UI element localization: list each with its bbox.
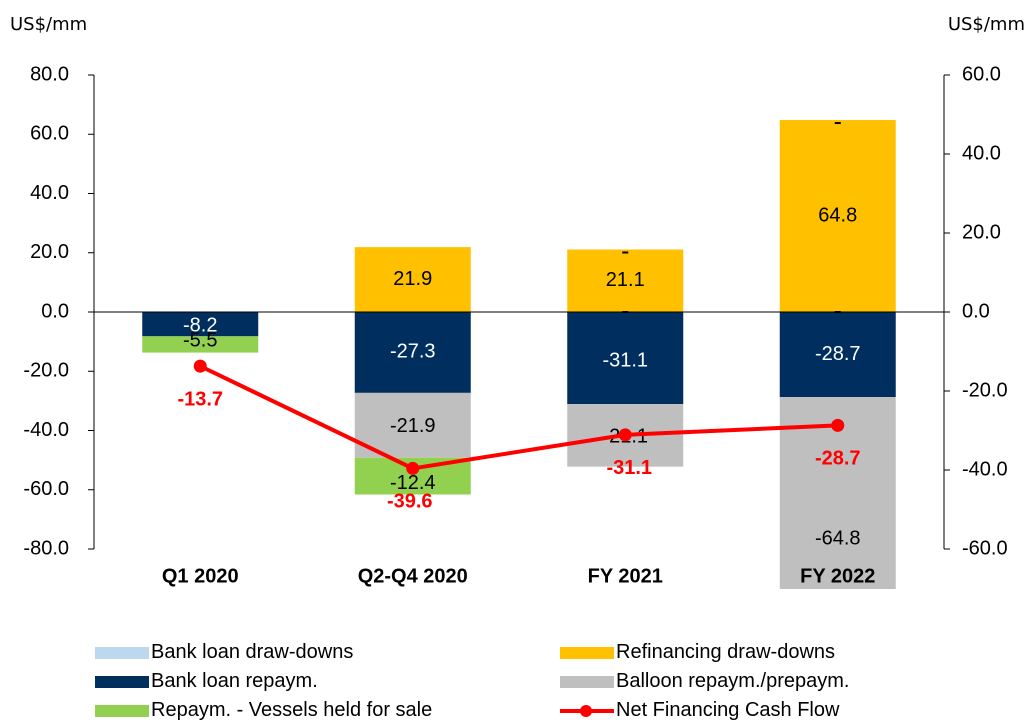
- net-flow-label-1: -39.6: [387, 491, 433, 513]
- legend-item-bank-draw: Bank loan draw-downs: [95, 641, 560, 664]
- category-label-3: FY 2022: [800, 565, 875, 587]
- bar-bank-loan-repaym--2: [567, 312, 684, 405]
- category-label-1: Q2-Q4 2020: [358, 565, 468, 587]
- right-tick-label-0: 60.0: [962, 63, 1001, 85]
- right-tick-label-6: -60.0: [962, 537, 1008, 559]
- legend-label-vessels: Repaym. - Vessels held for sale: [151, 699, 433, 721]
- right-tick-label-2: 20.0: [962, 221, 1001, 243]
- bar-value-label-bank-loan-repaym--0: -8.2: [183, 314, 217, 336]
- bar-bank-loan-repaym--3: [779, 312, 896, 398]
- legend-swatch-bank-draw: [95, 646, 149, 659]
- bar-value-label-repaym-vessels-held-for-sale-1: -12.4: [390, 472, 436, 494]
- bar-value-label-refinancing-draw-downs-2: 21.1: [606, 269, 645, 291]
- left-tick-label-2: 40.0: [30, 182, 69, 204]
- net-flow-point-2: [618, 428, 632, 442]
- bar-value-label-bank-loan-repaym--2: -31.1: [602, 349, 648, 371]
- chart-legend: Bank loan draw-downs Refinancing draw-do…: [95, 641, 955, 722]
- legend-line-marker: [580, 704, 592, 717]
- bar-bank-loan-repaym--1: [354, 312, 471, 393]
- legend-label-balloon: Balloon repaym./prepaym.: [616, 670, 850, 692]
- legend-item-balloon: Balloon repaym./prepaym.: [560, 670, 955, 693]
- bar-value-label-refinancing-draw-downs-3: 64.8: [818, 204, 857, 226]
- right-tick-label-5: -40.0: [962, 458, 1008, 480]
- left-tick-label-0: 80.0: [30, 63, 69, 85]
- net-flow-label-0: -13.7: [177, 388, 223, 410]
- left-axis-unit: US$/mm: [10, 14, 88, 35]
- bar-value-label-bank-loan-repaym--3: -28.7: [815, 343, 861, 365]
- bar-bank-loan-repaym--0: [142, 312, 259, 337]
- legend-swatch-refi-draw: [560, 646, 614, 659]
- legend-item-vessels: Repaym. - Vessels held for sale: [95, 699, 560, 722]
- left-tick-label-3: 20.0: [30, 241, 69, 263]
- bar-value-label-repaym-vessels-held-for-sale-0: -5.5: [183, 330, 217, 352]
- dash-marker-1: [834, 122, 841, 125]
- legend-item-refi-draw: Refinancing draw-downs: [560, 641, 955, 664]
- legend-swatch-vessels: [95, 704, 149, 717]
- right-axis-unit: US$/mm: [947, 14, 1025, 35]
- dash-marker-0: [622, 251, 629, 254]
- legend-item-net-flow: Net Financing Cash Flow: [560, 699, 955, 722]
- net-flow-line: [199, 364, 838, 471]
- legend-swatch-net-flow: [560, 704, 614, 717]
- legend-label-bank-repay: Bank loan repaym.: [151, 670, 318, 692]
- bar-value-label-balloon-repaym-prepaym--1: -21.9: [390, 415, 436, 437]
- category-label-2: FY 2021: [588, 565, 663, 587]
- net-flow-point-3: [831, 418, 845, 432]
- bar-refinancing-draw-downs-3: [779, 120, 896, 312]
- bar-value-label-refinancing-draw-downs-1: 21.9: [393, 268, 432, 290]
- net-flow-point-0: [193, 359, 207, 373]
- dash-marker-2: [622, 311, 629, 313]
- left-tick-label-5: -20.0: [23, 360, 69, 382]
- legend-label-net-flow: Net Financing Cash Flow: [616, 699, 840, 721]
- legend-label-refi-draw: Refinancing draw-downs: [616, 641, 836, 663]
- net-flow-label-2: -31.1: [606, 457, 652, 479]
- bar-balloon-repaym-prepaym--1: [354, 392, 471, 458]
- right-tick-label-3: 0.0: [962, 300, 990, 322]
- category-label-0: Q1 2020: [162, 565, 239, 587]
- right-tick-label-1: 40.0: [962, 142, 1001, 164]
- bar-value-label-bank-loan-repaym--1: -27.3: [390, 341, 436, 363]
- left-tick-label-8: -80.0: [23, 537, 69, 559]
- left-tick-label-1: 60.0: [30, 123, 69, 145]
- net-flow-point-1: [406, 461, 420, 475]
- legend-label-bank-draw: Bank loan draw-downs: [151, 641, 354, 663]
- dash-marker-3: [834, 311, 841, 313]
- left-tick-label-4: 0.0: [41, 300, 69, 322]
- bar-refinancing-draw-downs-1: [354, 247, 471, 312]
- left-tick-label-6: -40.0: [23, 419, 69, 441]
- left-tick-label-7: -60.0: [23, 478, 69, 500]
- bar-refinancing-draw-downs-2: [567, 249, 684, 312]
- right-tick-label-4: -20.0: [962, 379, 1008, 401]
- legend-item-bank-repay: Bank loan repaym.: [95, 670, 560, 693]
- legend-swatch-balloon: [560, 675, 614, 688]
- bar-repaym-vessels-held-for-sale-0: [142, 336, 259, 353]
- legend-swatch-bank-repay: [95, 675, 149, 688]
- financing-chart: -8.2-5.521.9-27.3-21.9-12.421.1-31.1-21.…: [23, 63, 1008, 589]
- bar-value-label-balloon-repaym-prepaym--3: -64.8: [815, 527, 861, 549]
- net-flow-label-3: -28.7: [815, 448, 861, 470]
